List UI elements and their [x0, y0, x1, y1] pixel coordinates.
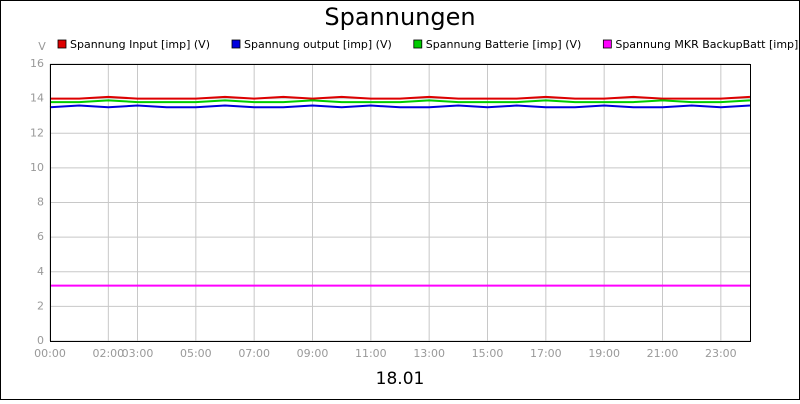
x-tick-label: 09:00 [297, 347, 329, 360]
x-tick-label: 05:00 [180, 347, 212, 360]
series-line [50, 95, 751, 100]
y-tick-label: 4 [37, 265, 44, 278]
legend-label: Spannung output [imp] (V) [244, 38, 392, 51]
y-tick-label: 6 [37, 230, 44, 243]
x-tick-label: 07:00 [238, 347, 270, 360]
x-tick-label: 02:00 [92, 347, 124, 360]
legend-swatch [231, 39, 241, 49]
y-tick-label: 0 [37, 334, 44, 347]
y-axis-label: V [38, 40, 46, 53]
x-tick-label: 15:00 [472, 347, 504, 360]
x-tick-label: 19:00 [588, 347, 620, 360]
x-tick-label: 17:00 [530, 347, 562, 360]
legend-swatch [602, 39, 612, 49]
series-line [50, 99, 751, 104]
x-tick-label: 23:00 [705, 347, 737, 360]
y-tick-label: 16 [30, 57, 44, 70]
x-tick-label: 00:00 [34, 347, 66, 360]
legend-swatch [57, 39, 67, 49]
legend-label: Spannung MKR BackupBatt [imp] (V) [615, 38, 800, 51]
y-tick-label: 14 [30, 92, 44, 105]
x-tick-label: 11:00 [355, 347, 387, 360]
plot-border [50, 64, 751, 342]
y-tick-label: 12 [30, 126, 44, 139]
x-tick-label: 03:00 [122, 347, 154, 360]
chart-title: Spannungen [324, 3, 475, 31]
series-line [49, 104, 751, 109]
y-tick-label: 2 [37, 299, 44, 312]
x-tick-label: 13:00 [413, 347, 445, 360]
y-tick-label: 10 [30, 161, 44, 174]
legend-label: Spannung Input [imp] (V) [70, 38, 210, 51]
x-axis-label: 18.01 [376, 369, 425, 389]
y-tick-label: 8 [37, 196, 44, 209]
x-tick-label: 21:00 [647, 347, 679, 360]
legend-swatch [413, 39, 423, 49]
legend-label: Spannung Batterie [imp] (V) [426, 38, 582, 51]
